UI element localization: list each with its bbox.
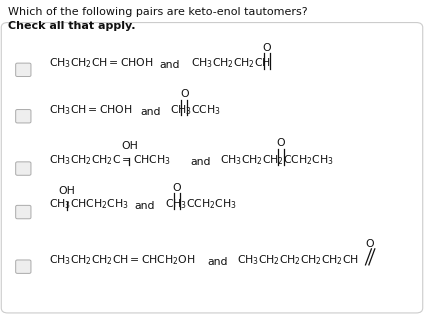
FancyBboxPatch shape: [1, 23, 423, 313]
Text: O: O: [263, 43, 271, 53]
Text: and: and: [135, 201, 155, 211]
Text: CH$_3$CCH$_2$CH$_3$: CH$_3$CCH$_2$CH$_3$: [165, 197, 236, 211]
FancyBboxPatch shape: [16, 162, 31, 175]
Text: O: O: [173, 183, 181, 193]
FancyBboxPatch shape: [16, 205, 31, 219]
Text: CH$_3$CH$_2$CH$_2$CCH$_2$CH$_3$: CH$_3$CH$_2$CH$_2$CCH$_2$CH$_3$: [220, 153, 334, 167]
Text: OH: OH: [121, 141, 138, 151]
FancyBboxPatch shape: [16, 110, 31, 123]
Text: CH$_3$CH$_2$CH$_2$CH$_2$CH$_2$CH: CH$_3$CH$_2$CH$_2$CH$_2$CH$_2$CH: [237, 253, 359, 267]
Text: CH$_3$CH$_2$CH$_2$C$=$CHCH$_3$: CH$_3$CH$_2$CH$_2$C$=$CHCH$_3$: [49, 153, 170, 167]
FancyBboxPatch shape: [16, 260, 31, 273]
Text: and: and: [140, 107, 160, 117]
Text: O: O: [277, 138, 285, 148]
Text: O: O: [180, 89, 189, 99]
Text: CH$_3$CH$_2$CH$_2$CH$=$CHCH$_2$OH: CH$_3$CH$_2$CH$_2$CH$=$CHCH$_2$OH: [49, 253, 195, 267]
Text: and: and: [208, 256, 228, 267]
Text: Check all that apply.: Check all that apply.: [8, 21, 135, 31]
Text: OH: OH: [59, 186, 75, 196]
Text: CH$_3$CH$=$CHOH: CH$_3$CH$=$CHOH: [49, 103, 132, 117]
Text: and: and: [159, 60, 179, 70]
Text: CH$_3$CH$_2$CH$_2$CH: CH$_3$CH$_2$CH$_2$CH: [191, 57, 271, 70]
Text: and: and: [191, 157, 211, 167]
Text: CH$_3$CHCH$_2$CH$_3$: CH$_3$CHCH$_2$CH$_3$: [49, 197, 129, 211]
Text: CH$_3$CCH$_3$: CH$_3$CCH$_3$: [170, 103, 220, 117]
Text: Which of the following pairs are keto-enol tautomers?: Which of the following pairs are keto-en…: [8, 7, 307, 17]
FancyBboxPatch shape: [16, 63, 31, 77]
Text: O: O: [365, 238, 374, 249]
Text: CH$_3$CH$_2$CH$=$CHOH: CH$_3$CH$_2$CH$=$CHOH: [49, 57, 153, 70]
